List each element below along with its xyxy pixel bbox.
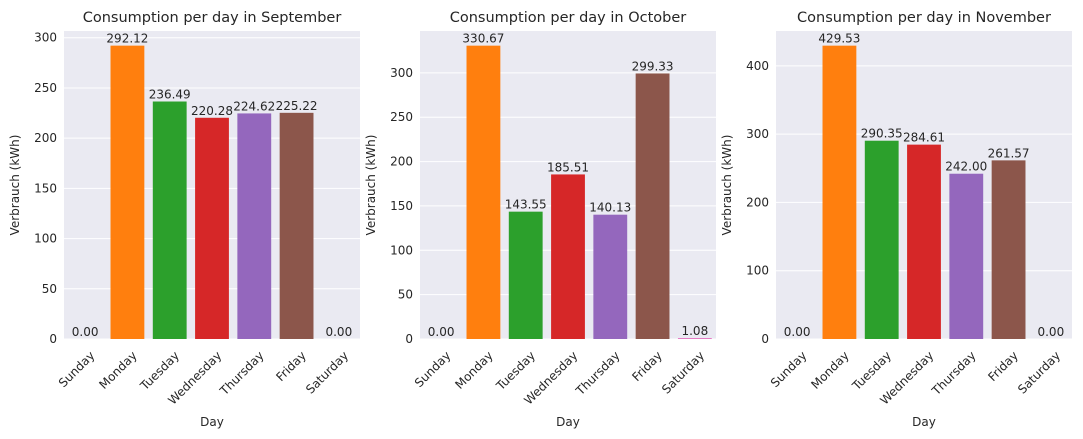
data-label: 261.57 (988, 146, 1030, 160)
subplot-1: 0 50 100 150 200 250 300 0.00 Sunday 292.12 Monday… (8, 10, 360, 429)
x-tick-label: Friday (273, 348, 309, 384)
bar (466, 45, 501, 340)
data-label: 0.00 (784, 325, 811, 339)
data-label: 290.35 (861, 127, 903, 141)
bar (279, 112, 314, 339)
data-label: 0.00 (325, 325, 352, 339)
chart-title: Consumption per day in October (450, 10, 687, 26)
x-tick-label: Monday (808, 348, 851, 391)
subplot-2: 0 50 100 150 200 250 300 0.00 Sunday 330.67 Monday… (364, 10, 716, 429)
bar (195, 117, 229, 339)
data-label: 224.62 (233, 99, 275, 113)
y-axis-label: Verbrauch (kWh) (8, 135, 22, 236)
chart-title: Consumption per day in November (797, 10, 1051, 26)
x-tick-label: Sunday (412, 348, 454, 390)
bar (949, 173, 984, 339)
bar (110, 45, 145, 340)
data-label: 299.33 (632, 59, 674, 73)
bar (593, 214, 628, 339)
x-tick-label: Sunday (768, 348, 810, 390)
y-tick-label: 400 (746, 59, 769, 73)
data-label: 0.00 (72, 325, 99, 339)
bar (152, 101, 187, 339)
y-tick-label: 100 (390, 243, 413, 257)
bar (508, 211, 543, 339)
x-tick-label: Monday (96, 348, 139, 391)
x-tick-label: Friday (629, 348, 665, 384)
y-axis-label: Verbrauch (kWh) (364, 135, 378, 236)
x-axis-label: Day (556, 415, 580, 429)
y-tick-label: 300 (34, 31, 57, 45)
data-label: 330.67 (462, 32, 504, 46)
bar (635, 73, 670, 339)
data-label: 185.51 (547, 160, 589, 174)
bar (864, 140, 899, 339)
bar (991, 160, 1026, 339)
y-tick-label: 200 (746, 195, 769, 209)
y-tick-label: 250 (390, 110, 413, 124)
x-tick-label: Saturday (303, 348, 351, 396)
x-tick-label: Monday (452, 348, 495, 391)
x-tick-label: Friday (985, 348, 1021, 384)
x-axis-label: Day (912, 415, 936, 429)
bar (822, 45, 857, 339)
x-tick-label: Saturday (1015, 348, 1063, 396)
y-tick-label: 150 (34, 181, 57, 195)
bar (907, 144, 941, 339)
y-tick-label: 250 (34, 81, 57, 95)
data-label: 242.00 (945, 160, 987, 174)
y-axis-label: Verbrauch (kWh) (720, 135, 734, 236)
y-tick-label: 200 (34, 131, 57, 145)
y-tick-label: 50 (42, 282, 57, 296)
y-tick-label: 100 (34, 232, 57, 246)
data-label: 225.22 (276, 99, 318, 113)
data-label: 143.55 (505, 198, 547, 212)
chart-title: Consumption per day in September (83, 10, 342, 26)
x-tick-label: Thursday (217, 348, 267, 398)
bar (551, 174, 585, 339)
data-label: 140.13 (589, 201, 631, 215)
y-tick-label: 100 (746, 264, 769, 278)
data-label: 220.28 (191, 104, 233, 118)
bar (237, 113, 272, 339)
data-label: 292.12 (106, 32, 148, 46)
data-label: 1.08 (681, 324, 708, 338)
data-label: 0.00 (428, 325, 455, 339)
x-axis-label: Day (200, 415, 224, 429)
y-tick-label: 300 (746, 127, 769, 141)
y-tick-label: 0 (49, 332, 57, 346)
y-tick-label: 200 (390, 155, 413, 169)
y-tick-label: 0 (405, 332, 413, 346)
data-label: 429.53 (818, 32, 860, 46)
data-label: 284.61 (903, 131, 945, 145)
x-tick-label: Saturday (659, 348, 707, 396)
y-tick-label: 0 (761, 332, 769, 346)
x-tick-label: Sunday (56, 348, 98, 390)
x-tick-label: Thursday (929, 348, 979, 398)
data-label: 0.00 (1037, 325, 1064, 339)
data-label: 236.49 (149, 88, 191, 102)
y-tick-label: 50 (398, 288, 413, 302)
subplot-3: 0 100 200 300 400 0.00 Sunday 429.53 Monday 290.3… (720, 10, 1072, 429)
y-tick-label: 300 (390, 66, 413, 80)
bar (677, 338, 712, 339)
x-tick-label: Thursday (573, 348, 623, 398)
y-tick-label: 150 (390, 199, 413, 213)
